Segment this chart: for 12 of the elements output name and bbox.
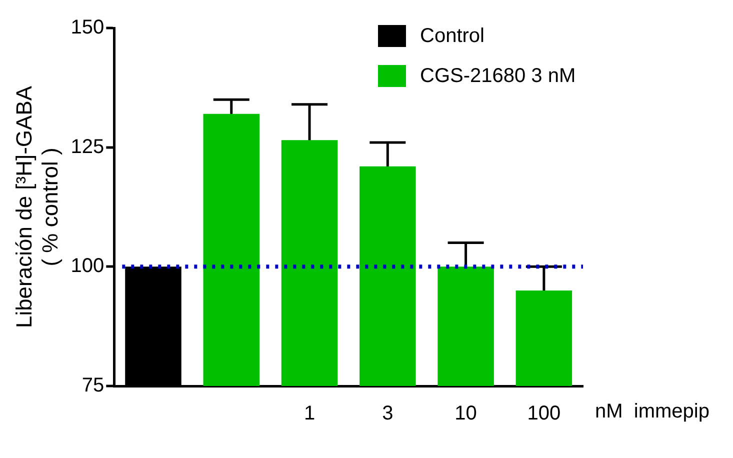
x-axis-title: nM immepip [595, 400, 710, 423]
y-axis-title: Liberación de [³H]-GABA ( % control ) [11, 86, 63, 328]
y-tick-label: 100 [70, 255, 104, 278]
legend-label: CGS-21680 3 nM [420, 64, 576, 88]
x-tick-label: 1 [304, 402, 316, 425]
x-tick-label: 100 [527, 402, 561, 425]
x-tick-label: 3 [382, 402, 394, 425]
y-tick-label: 125 [70, 136, 104, 158]
legend-label: Control [420, 24, 484, 48]
y-tick-label: 75 [82, 374, 104, 397]
y-tick-label: 150 [70, 16, 104, 39]
x-tick-label: 10 [454, 402, 477, 425]
